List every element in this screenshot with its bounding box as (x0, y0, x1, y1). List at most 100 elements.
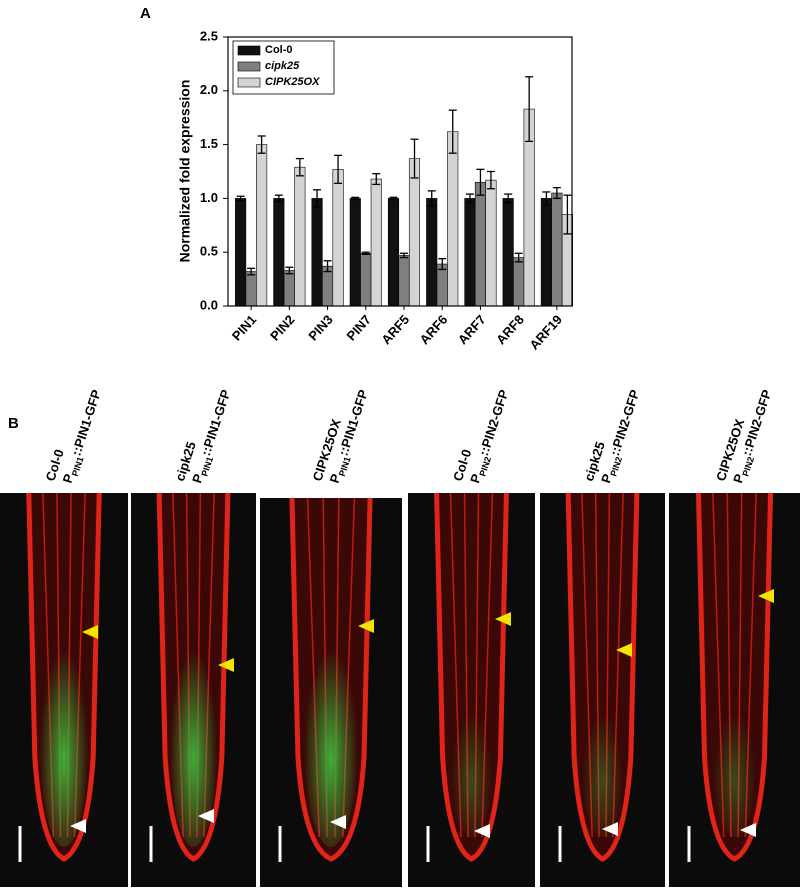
x-tick-label: ARF8 (493, 312, 527, 347)
promoter-subscript: PIN1 (337, 455, 353, 477)
bar (370, 178, 382, 307)
error-bar (525, 76, 534, 143)
bar (398, 255, 410, 307)
error-bar (504, 193, 513, 204)
gfp-signal (581, 697, 624, 837)
error-bar (313, 189, 322, 208)
promoter-subscript: PIN1 (199, 455, 215, 477)
error-bar (410, 138, 419, 179)
bar (551, 192, 563, 307)
legend-swatch (237, 77, 261, 88)
gfp-signal (39, 627, 89, 847)
y-tick-label: 1.5 (200, 136, 218, 151)
error-bar (236, 195, 245, 202)
x-tick-label: ARF19 (526, 312, 565, 353)
qc-marker (330, 815, 346, 829)
construct: ::PIN2-GFP (476, 387, 512, 457)
bar (245, 271, 257, 307)
error-bar (361, 251, 370, 256)
bar (360, 252, 372, 307)
bar (485, 179, 497, 307)
error-bar (542, 191, 551, 206)
legend: Col-0 cipk25 CIPK25OX (232, 40, 335, 95)
qc-marker (740, 823, 756, 837)
error-bar (274, 194, 283, 203)
error-bar (476, 168, 485, 196)
caption-construct: PPIN1::PIN1-GFP (60, 387, 107, 485)
error-bar (563, 194, 572, 235)
bar (474, 181, 486, 307)
bar (408, 158, 421, 307)
bar (294, 166, 306, 307)
promoter-subscript: PIN2 (740, 455, 756, 477)
qc-marker (602, 822, 618, 836)
x-tick-label: PIN1 (229, 312, 259, 344)
qc-marker (198, 809, 214, 823)
bar (387, 198, 400, 307)
error-bar (427, 190, 436, 207)
y-tick-label: 2.0 (200, 82, 218, 97)
bar (283, 270, 295, 307)
meristem-marker (616, 643, 632, 657)
legend-swatch (237, 45, 261, 56)
meristem-marker (495, 612, 511, 626)
error-bar (334, 154, 343, 184)
qc-marker (474, 824, 490, 838)
micrograph (408, 492, 535, 887)
promoter-subscript: PIN2 (608, 455, 624, 477)
qc-marker (70, 819, 86, 833)
bar (256, 144, 268, 307)
bar (447, 131, 459, 307)
error-bar (295, 157, 304, 177)
meristem-marker (218, 658, 234, 672)
micrograph (260, 497, 402, 887)
error-bar (552, 186, 561, 200)
caption-construct: PPIN2::PIN2-GFP (467, 387, 514, 485)
promoter-subscript: PIN2 (477, 455, 493, 477)
error-bar (372, 173, 381, 186)
legend-label: cipk25 (265, 60, 300, 72)
micrograph (669, 492, 800, 887)
bar (332, 169, 344, 307)
legend-swatch (237, 61, 261, 72)
panel-label: B (8, 415, 19, 432)
y-axis-label: Normalized fold expression (177, 80, 193, 263)
error-bar (465, 193, 474, 204)
y-tick-label: 1.0 (200, 190, 218, 205)
caption-construct: PPIN1::PIN1-GFP (189, 387, 236, 485)
x-tick-label: PIN3 (305, 312, 335, 344)
promoter-subscript: PIN1 (70, 455, 86, 477)
gfp-signal (712, 697, 757, 837)
error-bar (285, 266, 294, 275)
micrograph (540, 492, 665, 887)
bar (349, 198, 361, 307)
x-tick-label: ARF6 (417, 312, 451, 347)
bar (464, 198, 476, 307)
error-bar (400, 252, 408, 259)
error-bar (247, 267, 256, 276)
x-tick-label: ARF5 (378, 312, 412, 347)
x-tick-label: ARF7 (455, 312, 489, 347)
error-bar (351, 196, 360, 201)
bar (436, 263, 448, 307)
legend-label: CIPK25OX (265, 76, 320, 88)
error-bar (514, 252, 523, 263)
caption-construct: PPIN2::PIN2-GFP (598, 387, 645, 485)
error-bar (389, 196, 398, 201)
meristem-marker (82, 625, 98, 639)
error-bar (448, 109, 457, 154)
bar (513, 257, 525, 307)
x-tick-label: PIN7 (344, 312, 374, 344)
micrograph (131, 492, 256, 887)
bar (311, 198, 323, 307)
bar (273, 198, 285, 307)
plot-frame (227, 36, 573, 307)
gfp-signal (450, 697, 493, 837)
meristem-marker (358, 619, 374, 633)
y-tick-label: 0.0 (200, 297, 218, 312)
error-bar (257, 135, 266, 154)
gfp-signal (303, 627, 359, 847)
gfp-signal (169, 627, 218, 847)
